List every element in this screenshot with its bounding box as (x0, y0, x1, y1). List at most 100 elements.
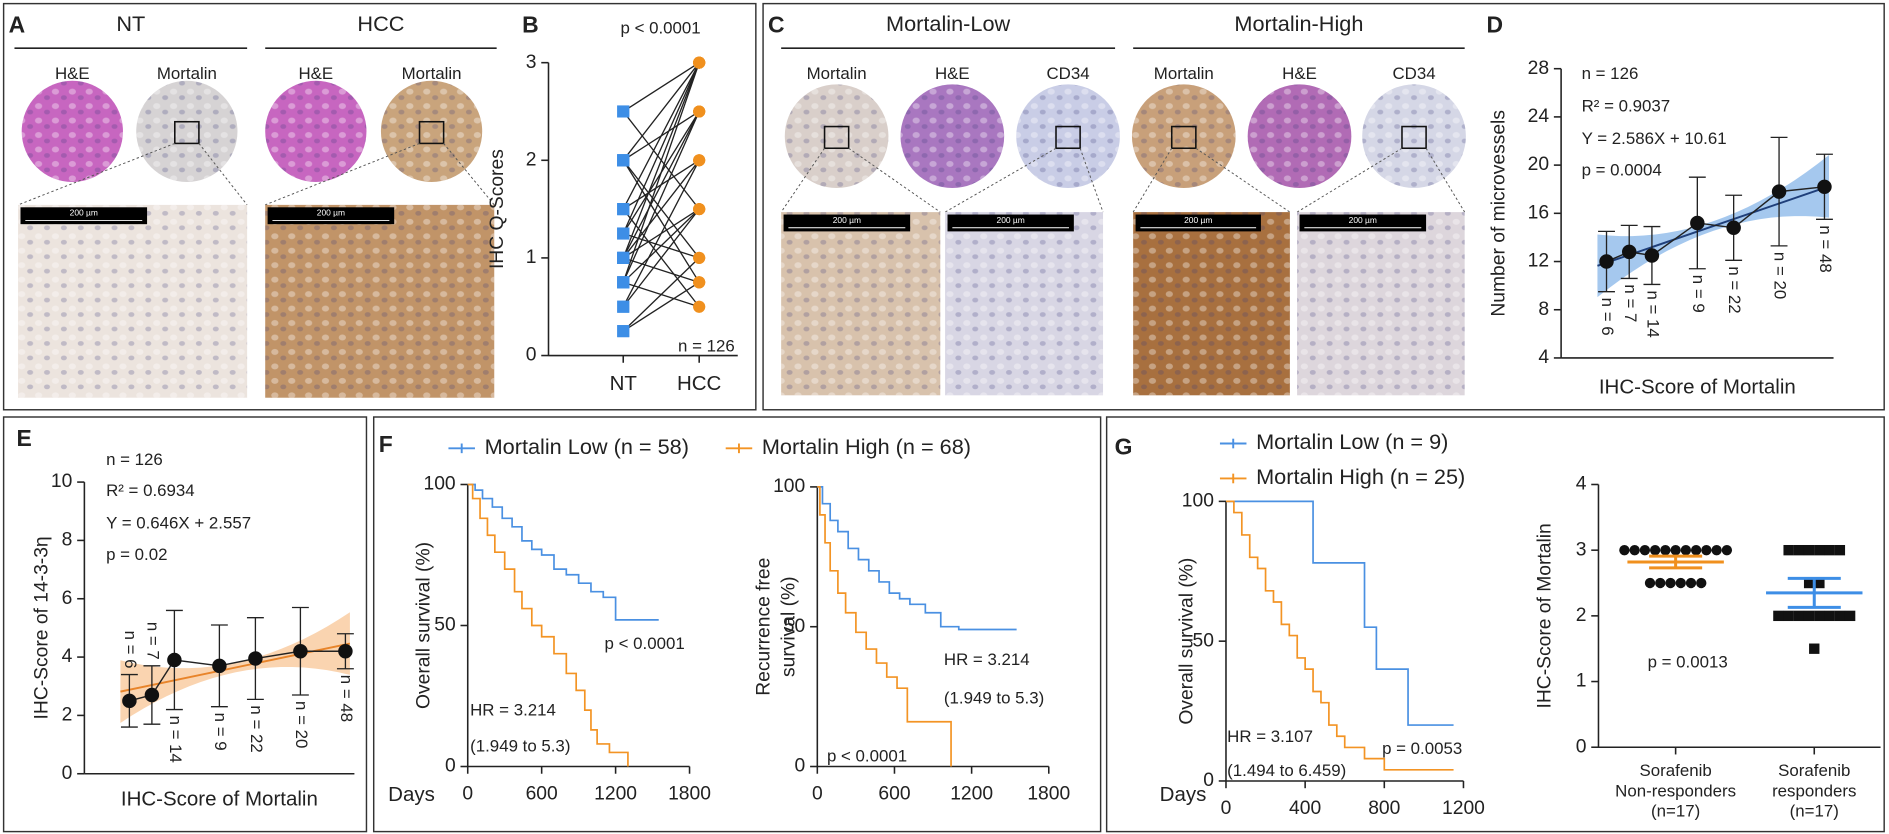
zoom-box (1170, 125, 1197, 150)
x-tick-label: Sorafenib (1778, 761, 1850, 780)
annotation: (1.949 to 5.3) (470, 737, 570, 756)
micrograph-texture (1133, 212, 1290, 396)
stain-label: Mortalin (402, 64, 462, 83)
x-tick-label: 1200 (594, 783, 637, 804)
pair-line (622, 111, 700, 210)
tissue-texture (1131, 84, 1236, 189)
n-label: n = 20 (292, 701, 311, 748)
panel-letter: A (9, 12, 26, 38)
pair-line (622, 208, 700, 259)
dot (1680, 544, 1692, 556)
pair-line (622, 62, 700, 234)
group-title: NT (116, 11, 145, 36)
y-tick-label: 0 (1203, 770, 1214, 791)
n-label: n = 14 (166, 716, 185, 763)
y-axis-label: Number of microvessels (1489, 110, 1510, 317)
micrograph-texture (781, 212, 941, 396)
panel-letter: F (379, 431, 393, 457)
dot (1834, 610, 1846, 622)
annotation: p < 0.0001 (621, 18, 701, 37)
panel-box (2, 416, 368, 833)
hcc-point (693, 203, 706, 216)
y-tick-label: 2 (62, 705, 73, 726)
dot (1783, 610, 1794, 622)
hcc-point (693, 276, 706, 289)
annotation: HR = 3.107 (1227, 727, 1313, 746)
dot (1629, 544, 1640, 556)
pair-line (623, 257, 700, 283)
dot (1639, 544, 1651, 556)
micrograph-texture (18, 204, 248, 398)
data-point (1621, 244, 1637, 260)
x-axis-label: IHC-Score of Mortalin (121, 788, 318, 811)
dot (1824, 544, 1835, 556)
dot (1644, 577, 1656, 589)
zoom-guide (17, 142, 175, 206)
pair-line (622, 208, 700, 308)
annotation: R² = 0.9037 (1582, 97, 1671, 116)
zoom-guide (265, 142, 420, 206)
tissue-texture (136, 80, 238, 182)
annotation: HR = 3.214 (470, 701, 556, 720)
y-tick-label: 0 (526, 345, 537, 366)
scale-bar (947, 214, 1074, 232)
y-tick-label: 24 (1528, 106, 1550, 127)
n-label: n = 6 (121, 631, 140, 669)
x-tick-label: 800 (1368, 798, 1400, 819)
group-title: Mortalin-Low (886, 11, 1010, 36)
y-tick-label: 100 (1182, 490, 1214, 511)
tissue-texture (1016, 84, 1120, 189)
data-point (122, 693, 137, 709)
annotation: R² = 0.6934 (106, 481, 195, 500)
dot (1803, 577, 1815, 589)
data-point (167, 652, 182, 668)
n-label: n = 22 (1725, 266, 1744, 313)
dot (1844, 610, 1856, 622)
stain-label: Mortalin (807, 64, 867, 83)
scale-bar (1299, 214, 1427, 232)
y-axis-label: Overall survival (%) (1176, 558, 1197, 725)
dot (1711, 544, 1722, 556)
annotation: p = 0.0053 (1382, 739, 1462, 758)
data-point (1771, 184, 1787, 199)
y-tick-label: 1 (526, 247, 537, 268)
dot (1809, 643, 1820, 654)
dot (1803, 610, 1815, 622)
nt-point (617, 251, 630, 264)
zoom-box (1401, 125, 1427, 150)
survival-curve (1225, 500, 1454, 726)
dot (1675, 577, 1686, 589)
panel-letter: C (768, 12, 785, 38)
y-tick-label: 4 (1576, 474, 1587, 495)
dot (1814, 544, 1825, 556)
x-tick-label: 1200 (950, 783, 993, 804)
legend-label: Mortalin High (n = 68) (762, 434, 971, 459)
pair-line (622, 208, 700, 283)
group-title: HCC (357, 11, 404, 36)
y-tick-label: 50 (784, 616, 805, 637)
dot (1660, 544, 1671, 556)
scale-bar-label: 200 µm (1349, 215, 1377, 225)
dot (1685, 577, 1697, 589)
dot (1834, 544, 1846, 556)
survival-curve (1225, 500, 1454, 771)
dot (1814, 577, 1825, 589)
n-label: n = 48 (1816, 225, 1835, 272)
zoom-box (418, 120, 445, 145)
annotation: (1.494 to 6.459) (1227, 761, 1346, 780)
tissue-texture (784, 84, 889, 189)
x-tick-label: 0 (1221, 798, 1232, 819)
zoom-box (1055, 125, 1081, 150)
hcc-point (693, 105, 706, 118)
zoom-box (823, 125, 850, 150)
scale-bar (20, 207, 148, 225)
x-tick-label: (n=17) (1790, 802, 1839, 821)
annotation: p < 0.0001 (605, 634, 685, 653)
pair-line (622, 111, 700, 234)
x-tick-label: responders (1772, 781, 1856, 800)
y-tick-label: 100 (773, 476, 805, 497)
zoom-guide (1079, 148, 1104, 213)
panel-letter: E (16, 425, 31, 451)
y-axis-label: IHC-Score of 14-3-3η (31, 536, 52, 719)
